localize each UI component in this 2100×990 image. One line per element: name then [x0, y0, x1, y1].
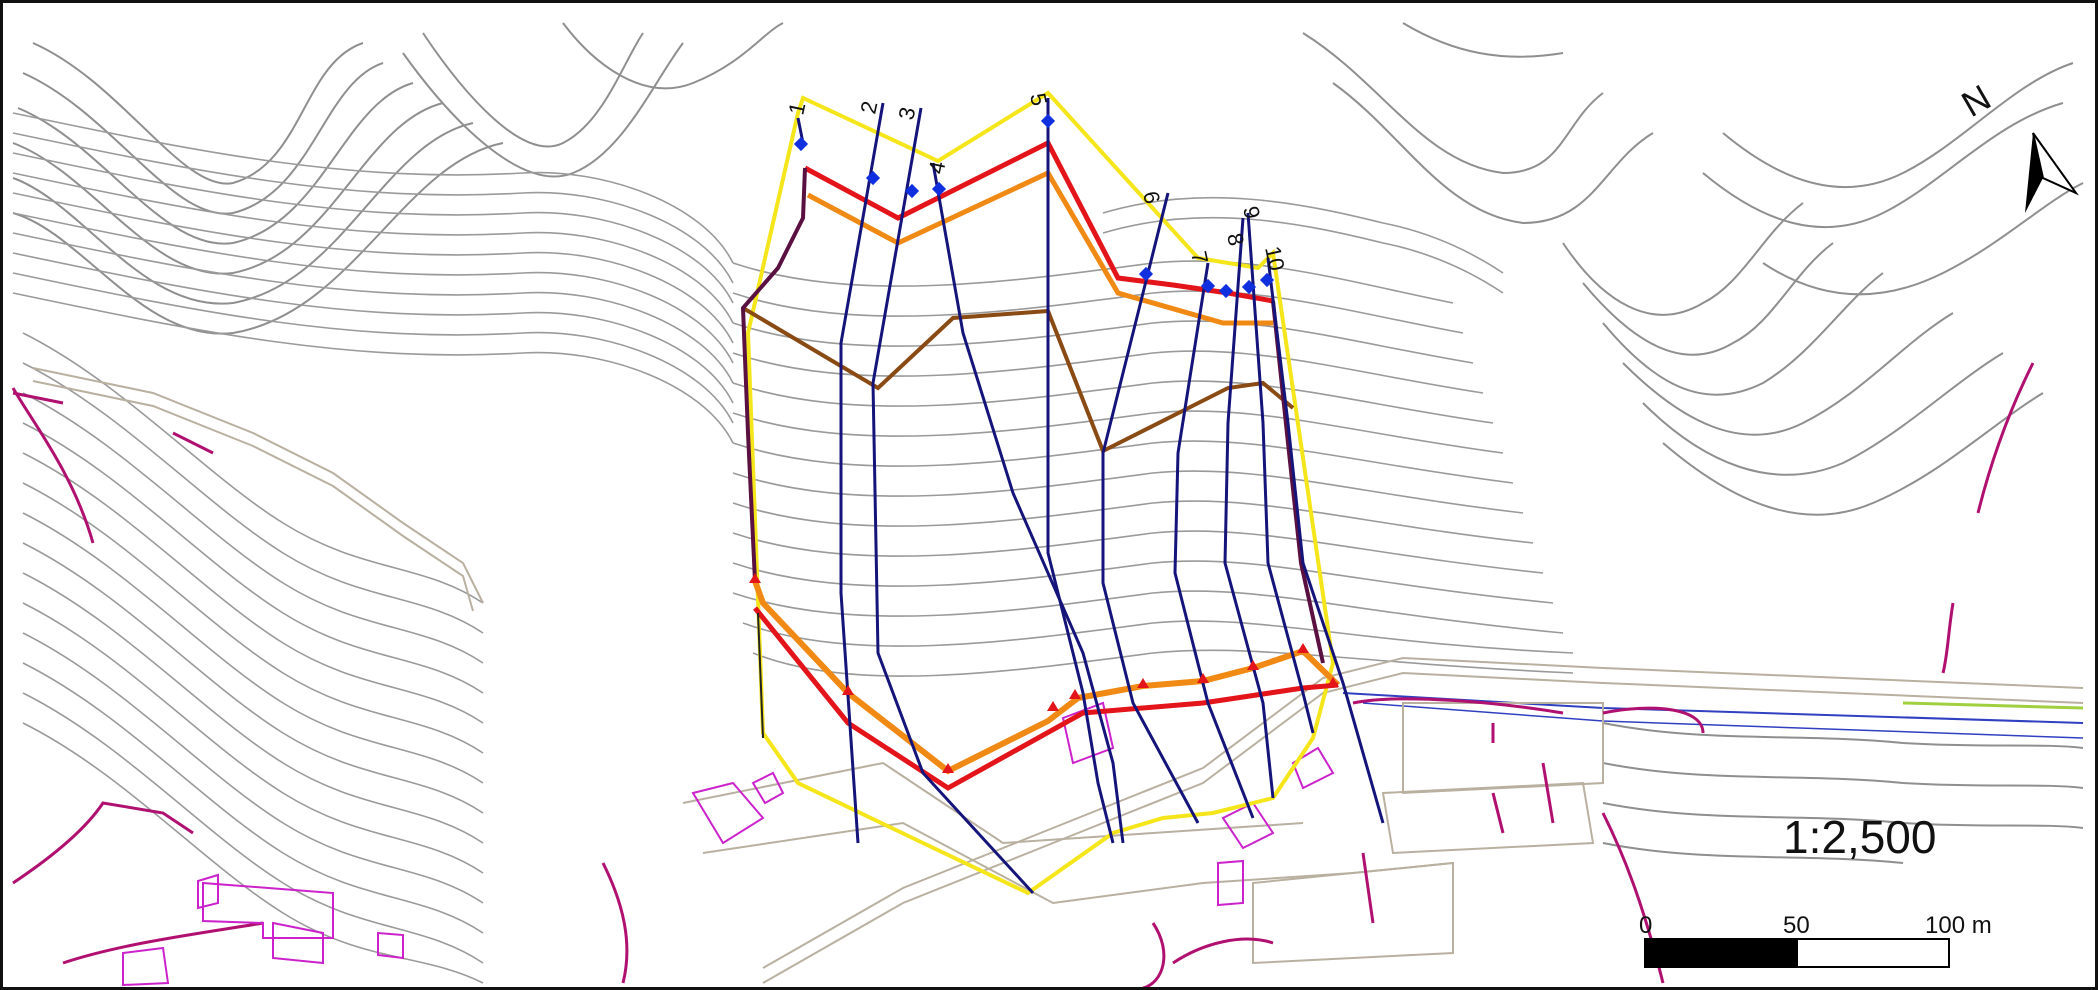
toe-marker-2	[842, 685, 854, 695]
profile-label-1: 1	[783, 100, 810, 117]
toe-marker-10	[1327, 677, 1339, 687]
head-marker-7	[1200, 278, 1216, 294]
dense-contours-center	[732, 196, 1574, 677]
profile-label-9: 9	[1238, 204, 1265, 221]
scale-tick-100: 100 m	[1925, 912, 1992, 939]
scale-ratio: 1:2,500	[1783, 811, 1936, 863]
profile-line-5	[1046, 98, 1115, 844]
scale-tick-50: 50	[1783, 912, 1810, 939]
head-marker-4	[931, 181, 947, 197]
profile-label-3: 3	[893, 105, 920, 122]
north-arrow: N	[1955, 76, 2079, 213]
profile-label-2: 2	[855, 99, 882, 116]
profile-label-6: 6	[1138, 189, 1165, 206]
upper-line-orange	[806, 169, 1273, 326]
profile-label-10: 10	[1260, 244, 1290, 273]
profile-line-9	[1246, 212, 1315, 734]
topographic-map: 1 2 3 4 5 6 7 8 9 10 N 1:2,500 0 50 100 …	[11, 22, 2084, 987]
profile-line-6	[1101, 192, 1200, 824]
head-marker-9	[1241, 279, 1257, 295]
roads	[32, 367, 2084, 984]
head-marker-5	[1040, 113, 1056, 129]
head-marker-1	[793, 136, 809, 152]
profile-line-8	[1223, 217, 1275, 799]
profile-label-5: 5	[1025, 91, 1052, 108]
profile-label-4: 4	[923, 159, 950, 176]
scale-bar-white	[1796, 938, 1950, 968]
cliff-lines	[11, 362, 2035, 987]
inner-line-brown	[741, 306, 1295, 454]
profile-line-10	[1266, 257, 1385, 824]
head-markers	[793, 113, 1275, 299]
scale-tick-0: 0	[1639, 912, 1652, 939]
profile-line-4	[931, 162, 1125, 844]
toe-marker-7	[1197, 673, 1209, 683]
buildings	[122, 701, 1335, 987]
head-marker-3	[904, 183, 920, 199]
toe-markers	[749, 573, 1339, 773]
profile-lines	[796, 98, 1385, 895]
toe-marker-8	[1247, 660, 1259, 670]
head-marker-2	[865, 170, 881, 186]
profile-line-3	[871, 107, 1035, 895]
toe-marker-1	[749, 573, 761, 583]
scale-bar-black	[1644, 938, 1798, 968]
toe-marker-9	[1297, 643, 1309, 653]
profile-line-7	[1173, 262, 1255, 819]
profile-line-2	[839, 102, 885, 844]
north-label: N	[1955, 76, 1998, 125]
toe-marker-4	[1047, 701, 1059, 711]
head-marker-8	[1218, 283, 1234, 299]
toe-marker-6	[1137, 678, 1149, 688]
head-marker-6	[1138, 266, 1154, 282]
profile-label-8: 8	[1222, 231, 1249, 248]
dense-contours-left	[12, 112, 734, 984]
profile-labels: 1 2 3 4 5 6 7 8 9 10	[783, 91, 1289, 273]
scale-bar: 0 50 100 m	[1639, 912, 1992, 968]
contour-lines	[12, 22, 2084, 984]
toe-marker-5	[1069, 689, 1081, 699]
toe-marker-3	[942, 763, 954, 773]
head-marker-10	[1259, 272, 1275, 288]
profile-label-7: 7	[1186, 249, 1213, 266]
